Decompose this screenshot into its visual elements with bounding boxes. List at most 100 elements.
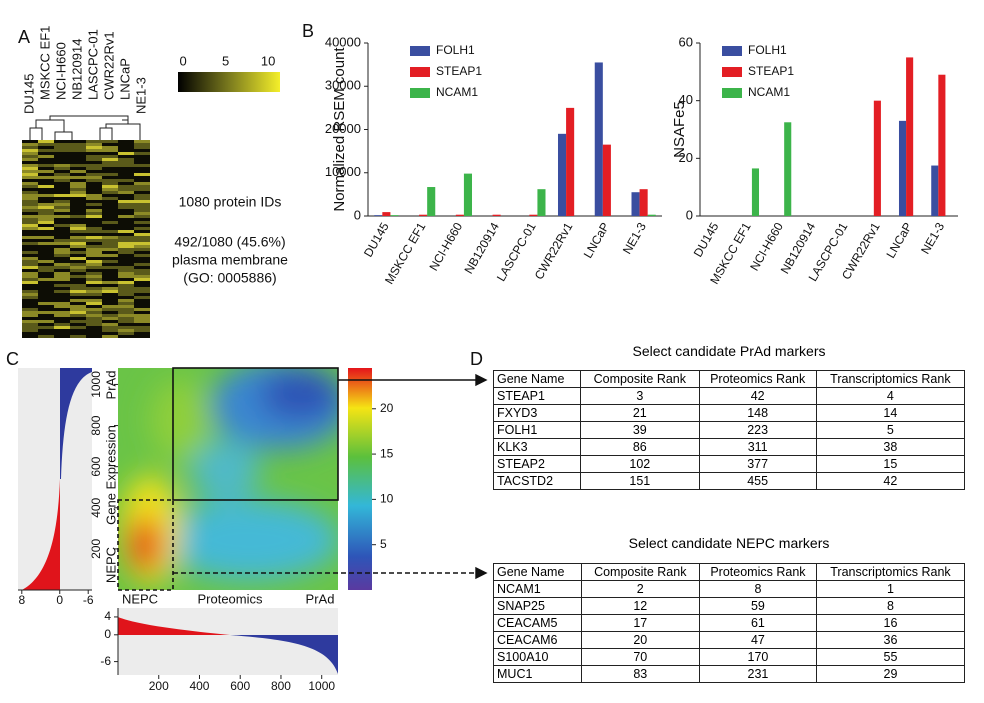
bar xyxy=(492,214,501,216)
bar xyxy=(906,57,914,216)
heatmap-texture xyxy=(22,326,38,329)
heatmap-texture xyxy=(22,320,38,323)
heatmap-texture xyxy=(102,230,118,233)
heatmap-texture xyxy=(54,323,70,326)
heatmap-texture xyxy=(86,182,102,185)
column-label: LNCaP xyxy=(117,58,132,100)
heatmap-texture xyxy=(102,182,118,185)
heatmap-texture xyxy=(102,281,118,284)
heatmap-texture xyxy=(86,209,102,212)
heatmap-texture xyxy=(118,209,134,212)
heatmap-texture xyxy=(54,239,70,242)
heatmap-texture xyxy=(70,239,86,242)
y-tick-label: 20 xyxy=(679,150,693,165)
heatmap-texture xyxy=(134,305,150,308)
heatmap-texture xyxy=(102,224,118,227)
heatmap-texture xyxy=(70,251,86,254)
heatmap-texture xyxy=(86,194,102,197)
heatmap-texture xyxy=(54,194,70,197)
note: plasma membrane xyxy=(172,252,288,268)
heatmap-texture xyxy=(118,182,134,185)
heatmap-texture xyxy=(118,167,134,170)
heatmap-texture xyxy=(22,161,38,164)
heatmap-texture xyxy=(38,296,54,299)
heatmap-texture xyxy=(86,203,102,206)
heatmap-texture xyxy=(70,215,86,218)
heatmap-texture xyxy=(70,221,86,224)
heatmap-texture xyxy=(22,179,38,182)
heatmap-texture xyxy=(54,140,70,143)
column-label: CWR22Rv1 xyxy=(101,31,116,100)
heatmap-texture xyxy=(54,200,70,203)
column-label: NE1-3 xyxy=(133,77,148,114)
heatmap-texture xyxy=(118,245,134,248)
heatmap-texture xyxy=(38,233,54,236)
heatmap-texture xyxy=(38,323,54,326)
table-row: CEACAM6 20 47 36 xyxy=(493,631,966,649)
heatmap-texture xyxy=(54,257,70,260)
heatmap-texture xyxy=(134,209,150,212)
heatmap-texture xyxy=(70,158,86,161)
heatmap-texture xyxy=(118,269,134,272)
header-cell: Composite Rank xyxy=(580,563,700,581)
heatmap-texture xyxy=(102,209,118,212)
heatmap-texture xyxy=(118,224,134,227)
table-cell: 2 xyxy=(580,580,700,598)
heatmap-texture xyxy=(118,260,134,263)
heatmap-texture xyxy=(22,296,38,299)
heatmap-texture xyxy=(22,302,38,305)
heatmap-texture xyxy=(134,140,150,143)
heatmap-texture xyxy=(134,245,150,248)
heatmap-texture xyxy=(70,182,86,185)
heatmap-texture xyxy=(102,191,118,194)
heatmap-texture xyxy=(118,191,134,194)
heatmap-texture xyxy=(38,317,54,320)
table-cell: 231 xyxy=(698,665,817,683)
heatmap-texture xyxy=(134,239,150,242)
heatmap-texture xyxy=(134,311,150,314)
table-cell: 377 xyxy=(698,455,817,473)
heatmap-texture xyxy=(118,194,134,197)
heatmap-texture xyxy=(54,188,70,191)
heatmap-texture xyxy=(54,176,70,179)
heatmap-texture xyxy=(118,230,134,233)
y-tick-label: -6 xyxy=(100,654,111,668)
header-cell: Gene Name xyxy=(492,370,582,388)
table-cell: CEACAM6 xyxy=(493,631,582,649)
heatmap-texture xyxy=(54,158,70,161)
heatmap-texture xyxy=(134,218,150,221)
heatmap-texture xyxy=(54,299,70,302)
heatmap-texture xyxy=(70,266,86,269)
table-cell: TACSTD2 xyxy=(492,472,582,490)
heatmap-texture xyxy=(38,263,54,266)
table-cell: 16 xyxy=(815,614,966,632)
heatmap-texture xyxy=(70,152,86,155)
heatmap-texture xyxy=(102,287,118,290)
heatmap-texture xyxy=(70,176,86,179)
column-label: MSKCC EF1 xyxy=(37,26,52,100)
heatmap-texture xyxy=(102,197,118,200)
heatmap-texture xyxy=(38,266,54,269)
bar xyxy=(455,214,464,216)
heatmap-texture xyxy=(118,281,134,284)
axis-title: Proteomics xyxy=(197,591,263,606)
heatmap-texture xyxy=(102,155,118,158)
bar xyxy=(784,122,792,216)
heatmap-texture xyxy=(22,209,38,212)
table-row: FOLH1 39 223 5 xyxy=(492,421,966,439)
heatmap-texture xyxy=(102,215,118,218)
heatmap-texture xyxy=(86,272,102,275)
heatmap-texture xyxy=(22,272,38,275)
table-cell: 20 xyxy=(580,631,700,649)
heatmap-texture xyxy=(22,212,38,215)
table-cell: 42 xyxy=(815,472,966,490)
heatmap-texture xyxy=(70,188,86,191)
table-cell: 14 xyxy=(815,404,966,422)
heatmap-texture xyxy=(118,221,134,224)
header-cell: Transcriptomics Rank xyxy=(815,563,966,581)
side-area xyxy=(22,479,60,590)
colorbar-tick-label: 20 xyxy=(380,401,394,415)
heatmap-texture xyxy=(54,206,70,209)
heatmap-texture xyxy=(70,218,86,221)
table-row: MUC1 83 231 29 xyxy=(493,665,966,683)
